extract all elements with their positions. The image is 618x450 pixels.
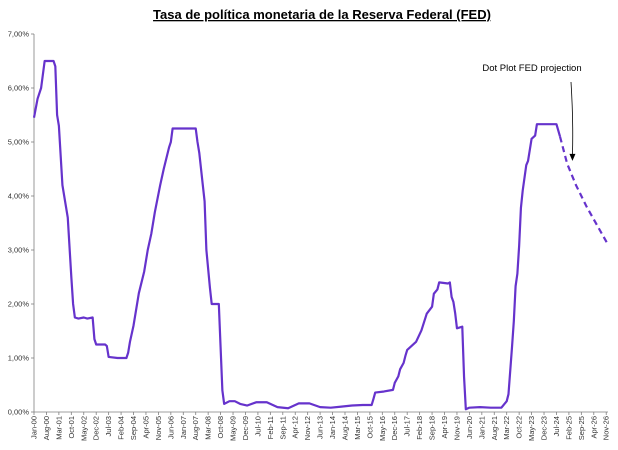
x-tick-label: Jan-07: [179, 416, 188, 439]
x-tick-label: Apr-12: [291, 416, 300, 439]
y-tick-label: 4,00%: [8, 192, 30, 201]
y-tick-label: 2,00%: [8, 300, 30, 309]
x-tick-label: Aug-14: [340, 416, 349, 440]
x-tick-label: Oct-15: [365, 416, 374, 439]
y-tick-label: 7,00%: [8, 30, 30, 39]
x-tick-label: Jul-17: [403, 416, 412, 436]
x-tick-label: Jan-14: [328, 416, 337, 439]
x-tick-label: Jun-20: [465, 416, 474, 439]
x-tick-label: Apr-05: [141, 416, 150, 439]
x-tick-label: Oct-08: [216, 416, 225, 439]
y-tick-label: 5,00%: [8, 138, 30, 147]
annotation-text: Dot Plot FED projection: [482, 63, 581, 74]
x-tick-label: Feb-25: [564, 416, 573, 440]
x-tick-label: Aug-07: [191, 416, 200, 440]
y-tick-label: 3,00%: [8, 246, 30, 255]
y-axis: 0,00% 1,00% 2,00% 3,00% 4,00% 5,00% 6,00% 7,00%: [8, 30, 35, 417]
x-tick-label: Dec-02: [92, 416, 101, 440]
projection-line: [558, 136, 609, 246]
x-tick-label: Sep-04: [129, 416, 138, 440]
x-tick-label: Jun-13: [316, 416, 325, 439]
rate-line: [32, 59, 562, 411]
x-tick-label: Jan-21: [477, 416, 486, 439]
y-tick-label: 6,00%: [8, 84, 30, 93]
annotation: Dot Plot FED projection: [482, 63, 582, 161]
x-tick-label: Nov-26: [602, 416, 611, 440]
chart-title: Tasa de política monetaria de la Reserva…: [153, 7, 491, 22]
x-tick-label: Nov-12: [303, 416, 312, 440]
x-tick-label: Jul-24: [552, 416, 561, 436]
x-tick-label: Jun-06: [166, 416, 175, 439]
x-tick-label: Mar-01: [54, 416, 63, 440]
x-tick-label: Nov-19: [452, 416, 461, 440]
x-tick-label: Mar-22: [502, 416, 511, 440]
x-tick-label: Sep-11: [278, 416, 287, 440]
x-tick-label: Aug-21: [490, 416, 499, 440]
x-tick-label: Oct-22: [515, 416, 524, 439]
x-tick-label: Nov-05: [154, 416, 163, 440]
x-axis: Jan-00 Aug-00 Mar-01 Oct-01 May-02 Dec-02 Jul-…: [30, 411, 611, 441]
x-tick-label: Jul-03: [104, 416, 113, 436]
x-tick-label: Dec-16: [390, 416, 399, 440]
plot-area: [32, 59, 609, 411]
x-tick-label: Dec-09: [241, 416, 250, 440]
x-tick-label: Apr-26: [589, 416, 598, 439]
x-tick-label: Feb-04: [117, 416, 126, 440]
x-tick-label: May-09: [229, 416, 238, 441]
x-tick-label: Apr-19: [440, 416, 449, 439]
x-tick-label: Dec-23: [540, 416, 549, 440]
x-tick-label: Sep-25: [577, 416, 586, 440]
x-tick-label: May-02: [79, 416, 88, 441]
x-tick-label: Feb-11: [266, 416, 275, 439]
x-tick-label: Feb-18: [415, 416, 424, 440]
x-tick-label: Sep-18: [428, 416, 437, 440]
annotation-arrow: [570, 81, 574, 155]
x-tick-label: May-16: [378, 416, 387, 441]
x-tick-label: Mar-15: [353, 416, 362, 440]
x-tick-label: Mar-08: [204, 416, 213, 440]
x-tick-label: May-23: [527, 416, 536, 441]
x-tick-label: Jan-00: [30, 416, 39, 439]
y-tick-label: 0,00%: [8, 408, 30, 417]
y-tick-label: 1,00%: [8, 354, 30, 363]
x-tick-label: Oct-01: [67, 416, 76, 439]
x-tick-label: Jul-10: [253, 416, 262, 436]
x-tick-label: Aug-00: [42, 416, 51, 440]
annotation-arrowhead: [569, 153, 576, 161]
